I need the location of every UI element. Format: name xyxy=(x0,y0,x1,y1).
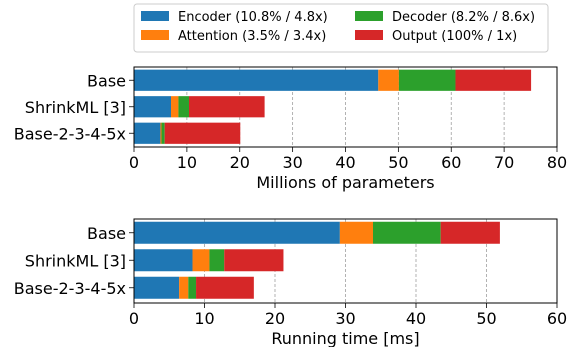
bar-decoder-0 xyxy=(398,69,456,91)
parameters-chart: Base ShrinkML [3] Base-2-3-4-5x0 10 20 30 40 50… xyxy=(14,66,567,192)
bar-encoder-2 xyxy=(134,122,161,144)
bar-decoder-1 xyxy=(178,96,189,118)
legend-swatch xyxy=(355,11,383,21)
x-tick-label: 0 xyxy=(129,309,139,328)
legend-label: Decoder (8.2% / 8.6x) xyxy=(392,10,535,25)
legend-label: Output (100% / 1x) xyxy=(392,29,517,44)
x-tick-label: 60 xyxy=(441,153,461,172)
bar-output-2 xyxy=(164,122,241,144)
category-label: Base-2-3-4-5x xyxy=(14,124,126,143)
x-tick-label: 40 xyxy=(335,153,355,172)
bar-attention-0 xyxy=(378,69,399,91)
category-label: ShrinkML [3] xyxy=(25,98,126,117)
bar-encoder-0 xyxy=(134,69,379,91)
bar-attention-0 xyxy=(339,221,373,244)
bar-attention-2 xyxy=(160,122,162,144)
x-tick-label: 10 xyxy=(194,309,214,328)
x-tick-label: 70 xyxy=(494,153,514,172)
category-label: Base xyxy=(87,71,126,90)
bar-encoder-1 xyxy=(134,249,193,272)
legend-swatch xyxy=(355,30,383,40)
bar-output-0 xyxy=(455,69,532,91)
x-tick-label: 60 xyxy=(547,309,567,328)
bar-output-0 xyxy=(440,221,500,244)
bar-decoder-1 xyxy=(209,249,225,272)
x-tick-label: 40 xyxy=(406,309,426,328)
legend-swatch xyxy=(141,11,169,21)
bar-output-1 xyxy=(188,96,265,118)
category-label: ShrinkML [3] xyxy=(25,251,126,270)
x-tick-label: 0 xyxy=(129,153,139,172)
x-axis-title: Running time [ms] xyxy=(271,329,419,347)
bar-output-1 xyxy=(224,249,284,272)
x-axis-title: Millions of parameters xyxy=(256,173,434,192)
bar-encoder-0 xyxy=(134,221,340,244)
bar-encoder-2 xyxy=(134,276,180,299)
x-tick-label: 50 xyxy=(476,309,496,328)
legend-label: Attention (3.5% / 3.4x) xyxy=(178,29,326,44)
bar-decoder-2 xyxy=(161,122,165,144)
x-tick-label: 20 xyxy=(230,153,250,172)
legend: Encoder (10.8% / 4.8x) Attention (3.5% / … xyxy=(133,3,549,53)
x-tick-label: 20 xyxy=(265,309,285,328)
x-tick-label: 10 xyxy=(177,153,197,172)
bar-encoder-1 xyxy=(134,96,172,118)
category-label: Base-2-3-4-5x xyxy=(14,279,126,298)
bar-decoder-2 xyxy=(188,276,197,299)
x-tick-label: 30 xyxy=(282,153,302,172)
bar-attention-1 xyxy=(171,96,179,118)
x-tick-label: 50 xyxy=(388,153,408,172)
legend-frame xyxy=(133,3,549,53)
bar-attention-2 xyxy=(179,276,189,299)
category-label: Base xyxy=(87,224,126,243)
running-time-chart: Base ShrinkML [3] Base-2-3-4-5x0 10 20 30 40 50… xyxy=(14,218,567,347)
bar-decoder-0 xyxy=(372,221,441,244)
bar-attention-1 xyxy=(192,249,210,272)
x-tick-label: 80 xyxy=(547,153,567,172)
legend-label: Encoder (10.8% / 4.8x) xyxy=(178,10,328,25)
bar-output-2 xyxy=(196,276,254,299)
x-tick-label: 30 xyxy=(335,309,355,328)
legend-swatch xyxy=(141,30,169,40)
